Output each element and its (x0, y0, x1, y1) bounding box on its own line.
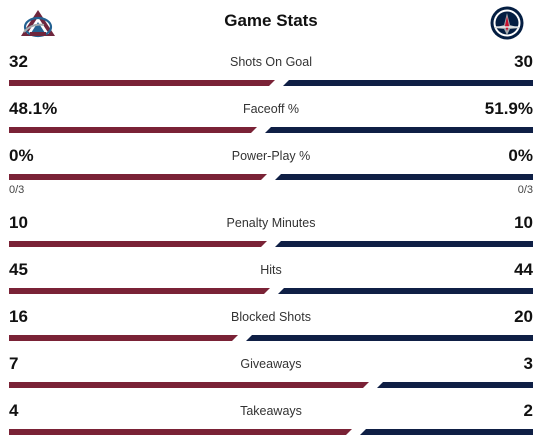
home-stat-value: 16 (9, 307, 28, 326)
stats-list: 32 Shots On Goal 30 48.1% Faceoff % 51.9% 0% Po… (0, 46, 542, 442)
stat-comparison-bar (9, 241, 533, 247)
home-bar-segment (9, 174, 267, 180)
home-stat-detail: 0/3 (9, 184, 25, 196)
stat-comparison-bar (9, 174, 533, 180)
away-bar-segment (275, 174, 533, 180)
stat-row: 7 Giveaways 3 (0, 348, 542, 395)
away-stat-value: 0% (508, 146, 533, 165)
away-stat-value: 10 (514, 213, 533, 232)
home-stat-value: 7 (9, 354, 19, 373)
stat-row: 10 Penalty Minutes 10 (0, 207, 542, 254)
home-bar-segment (9, 127, 257, 133)
home-stat-value: 45 (9, 260, 28, 279)
stat-label: Shots On Goal (230, 55, 312, 69)
home-bar-segment (9, 80, 275, 86)
stat-row: 48.1% Faceoff % 51.9% (0, 93, 542, 140)
page-title: Game Stats (224, 11, 318, 30)
stat-label: Blocked Shots (231, 310, 311, 324)
home-bar-segment (9, 429, 352, 435)
away-bar-segment (283, 80, 533, 86)
away-stat-detail: 0/3 (517, 184, 533, 196)
away-stat-value: 20 (514, 307, 533, 326)
stat-comparison-bar (9, 288, 533, 294)
away-bar-segment (360, 429, 533, 435)
away-bar-segment (377, 382, 533, 388)
away-stat-value: 51.9% (484, 99, 533, 118)
away-stat-value: 2 (523, 401, 533, 420)
stat-row: 16 Blocked Shots 20 (0, 301, 542, 348)
home-bar-segment (9, 241, 267, 247)
home-stat-value: 10 (9, 213, 28, 232)
away-bar-segment (278, 288, 533, 294)
home-bar-segment (9, 288, 270, 294)
game-stats-header: Game Stats (0, 0, 542, 46)
stat-row: 0% Power-Play % 0% 0/3 0/3 (0, 140, 542, 207)
home-bar-segment (9, 335, 238, 341)
stat-comparison-bar (9, 335, 533, 341)
avalanche-logo-icon (18, 5, 58, 41)
jets-logo-icon (487, 5, 527, 41)
home-stat-value: 32 (9, 52, 28, 71)
stat-row: 4 Takeaways 2 (0, 395, 542, 442)
away-bar-segment (265, 127, 533, 133)
stat-label: Power-Play % (231, 149, 311, 163)
away-stat-value: 3 (523, 354, 533, 373)
away-bar-segment (275, 241, 533, 247)
away-stat-value: 44 (514, 260, 533, 279)
stat-row: 45 Hits 44 (0, 254, 542, 301)
home-stat-value: 48.1% (9, 99, 58, 118)
stat-label: Hits (260, 263, 282, 277)
stat-label: Giveaways (240, 357, 302, 371)
stat-label: Penalty Minutes (226, 216, 316, 230)
stat-comparison-bar (9, 382, 533, 388)
stat-label: Takeaways (240, 404, 302, 418)
stat-label: Faceoff % (242, 102, 300, 116)
home-stat-value: 4 (9, 401, 19, 420)
stat-comparison-bar (9, 127, 533, 133)
stat-comparison-bar (9, 429, 533, 435)
stat-comparison-bar (9, 80, 533, 86)
home-bar-segment (9, 382, 369, 388)
away-stat-value: 30 (514, 52, 533, 71)
away-bar-segment (246, 335, 533, 341)
stat-row: 32 Shots On Goal 30 (0, 46, 542, 93)
home-stat-value: 0% (9, 146, 34, 165)
